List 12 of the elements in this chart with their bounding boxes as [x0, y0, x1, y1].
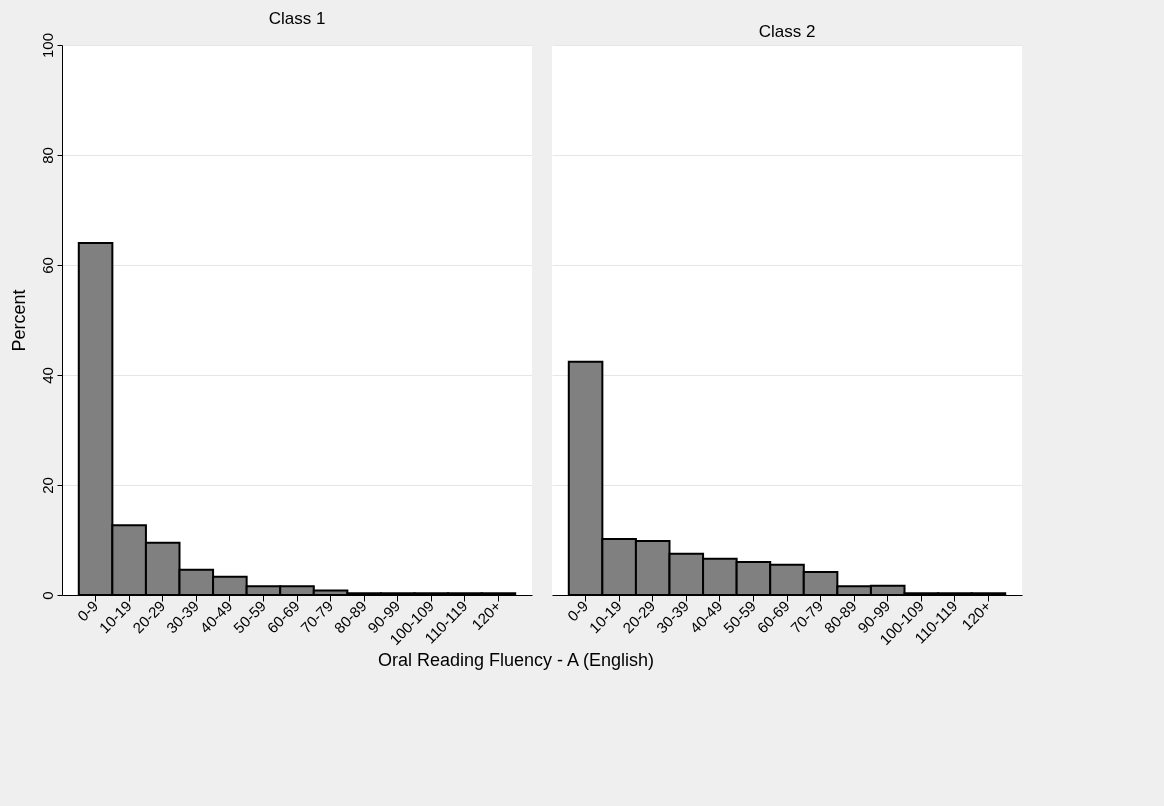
y-axis-title: Percent: [8, 289, 29, 352]
y-tick-label: 40: [38, 367, 56, 384]
chart-title: Class 1: [268, 9, 326, 29]
y-tick-label: 100: [38, 32, 56, 59]
x-axis-title: Oral Reading Fluency - A (English): [377, 649, 655, 670]
y-tick-label: 0: [38, 591, 56, 600]
x-tick-label: 0-9: [73, 597, 102, 625]
x-tick-label: 0-9: [563, 597, 592, 625]
y-tick-label: 20: [38, 477, 56, 494]
y-tick-label: 60: [38, 257, 56, 274]
y-tick-label: 80: [38, 147, 56, 164]
chart-title: Class 2: [758, 22, 816, 41]
